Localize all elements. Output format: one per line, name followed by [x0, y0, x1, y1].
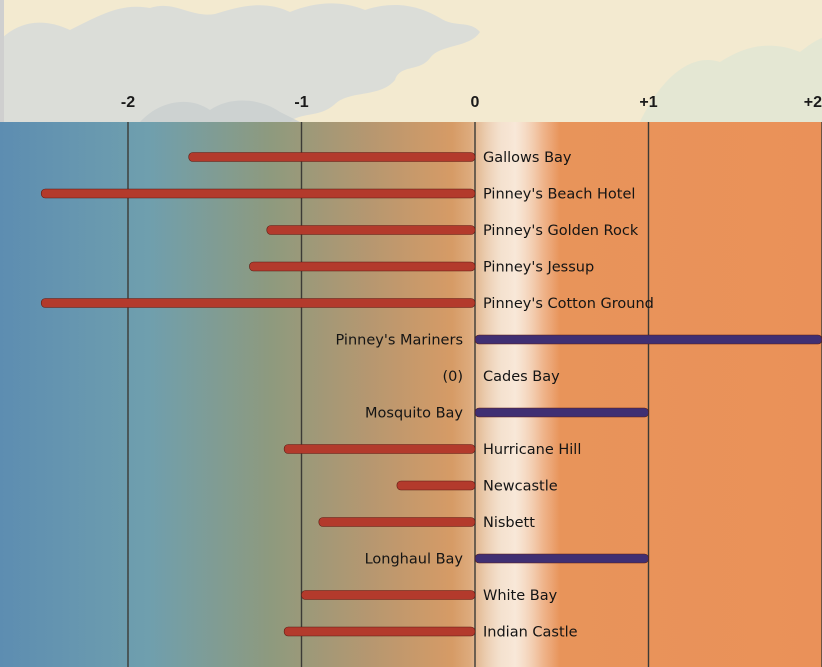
bar: [283, 444, 476, 454]
category-label: Pinney's Golden Rock: [483, 223, 639, 239]
category-label: Pinney's Beach Hotel: [483, 187, 635, 203]
x-tick-label: -2: [121, 94, 135, 111]
x-tick-label: +2: [804, 94, 822, 111]
bar: [474, 407, 649, 418]
bar: [266, 225, 476, 235]
category-label: Newcastle: [483, 479, 558, 495]
category-label: Nisbett: [483, 515, 535, 531]
x-tick-label: +1: [639, 94, 657, 111]
bar: [40, 188, 476, 199]
category-label: Mosquito Bay: [365, 406, 463, 422]
bar: [318, 517, 476, 527]
category-label: Gallows Bay: [483, 150, 572, 166]
x-axis-ticks: -2 -1 0 +1 +2: [121, 94, 822, 111]
bar: [283, 626, 476, 637]
value-label: (0): [442, 369, 463, 385]
bar: [40, 298, 476, 308]
grid-lines: [127, 122, 822, 667]
bar: [188, 152, 476, 162]
bar: [474, 553, 649, 564]
category-label: White Bay: [483, 588, 558, 604]
category-labels: Gallows Bay Pinney's Beach Hotel Pinney's …: [336, 150, 654, 641]
category-label: Longhaul Bay: [365, 552, 464, 568]
bar: [396, 480, 476, 491]
x-tick-label: 0: [471, 94, 480, 111]
category-label: Hurricane Hill: [483, 442, 581, 458]
category-label: Indian Castle: [483, 625, 578, 641]
bars: [40, 152, 822, 637]
bar: [301, 590, 476, 600]
category-label: Pinney's Cotton Ground: [483, 296, 654, 312]
category-label: Cades Bay: [483, 369, 560, 385]
bar: [249, 261, 476, 272]
category-label: Pinney's Mariners: [336, 333, 464, 349]
category-label: Pinney's Jessup: [483, 260, 594, 276]
x-tick-label: -1: [294, 94, 308, 111]
bar: [474, 334, 822, 345]
